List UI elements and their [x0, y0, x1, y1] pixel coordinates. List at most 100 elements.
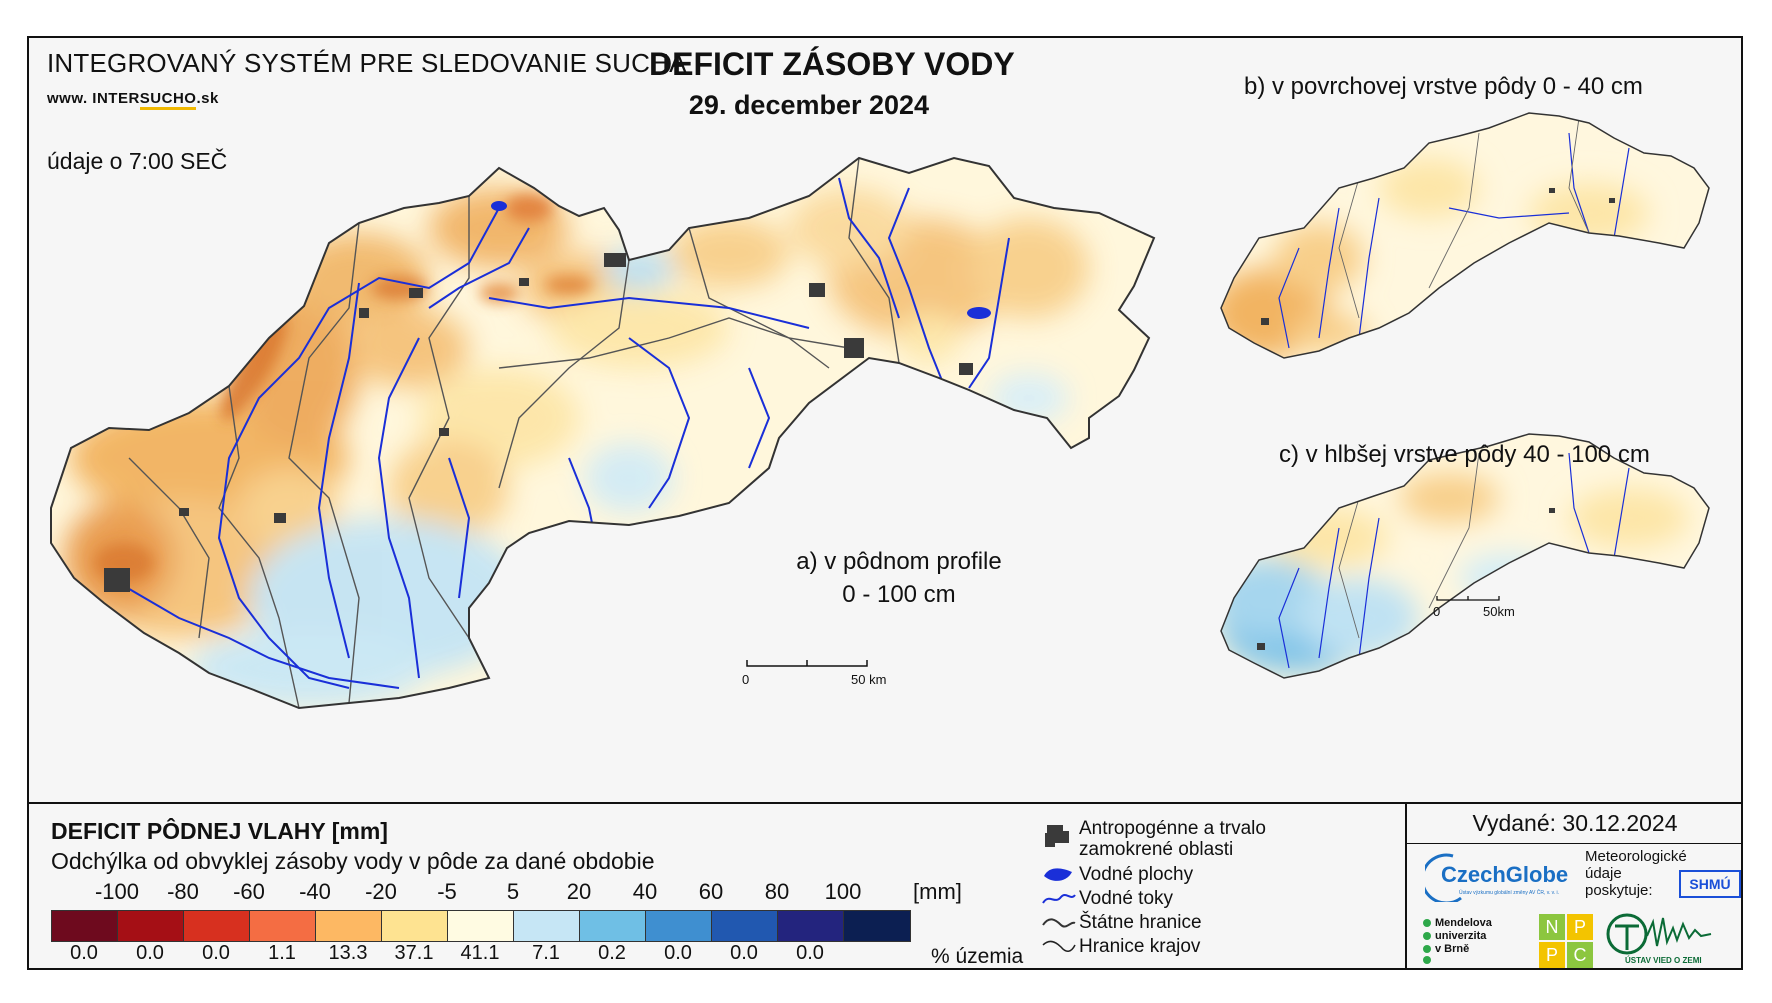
legend-percent-value: 0.0 — [664, 942, 692, 964]
legend-color-box — [646, 911, 712, 941]
map-b-label: b) v povrchovej vrstve pôdy 0 - 40 cm — [1244, 73, 1643, 100]
symbol-state-border: Štátne hranice — [1079, 912, 1202, 933]
nppc-letter-4: C — [1567, 942, 1593, 968]
legend-percent-value: 41.1 — [460, 942, 500, 964]
legend-percent-value: 7.1 — [532, 942, 560, 964]
symbol-urban-line1: Antropogénne a trvalo — [1079, 818, 1266, 839]
nppc-letter-1: N — [1539, 914, 1565, 940]
uvz-logo: ÚSTAV VIED O ZEMI — [1605, 912, 1715, 968]
meteo-line2: údaje — [1585, 865, 1622, 882]
rivers-a — [118, 177, 1010, 689]
website-underlined: SUCHO — [139, 90, 197, 110]
scalebar-main — [746, 660, 868, 667]
map-b — [1220, 112, 1710, 359]
legend-percentages: 0.0 0.0 0.0 1.1 13.3 37.1 41.1 7.1 0.2 0.0 0.0 0.0 — [51, 942, 951, 968]
legend-tick-label: 100 — [824, 879, 862, 904]
mendel-line1: Mendelova — [1435, 917, 1492, 929]
legend-tick-label: 40 — [632, 879, 658, 904]
meteo-line3: poskytuje: — [1585, 882, 1653, 899]
urban-area-icon — [1045, 825, 1069, 847]
legend-color-box — [580, 911, 646, 941]
river-icon — [1042, 894, 1076, 904]
legend-percent-value: 0.2 — [598, 942, 626, 964]
legend-color-box — [778, 911, 844, 941]
seismograph-icon — [1606, 913, 1712, 955]
uvz-name: ÚSTAV VIED O ZEMI — [1625, 956, 1702, 965]
mendel-line2: univerzita — [1435, 930, 1487, 942]
legend-subtitle: Odchýlka od obvyklej zásoby vody v pôde … — [51, 848, 655, 874]
scalebar-main-start: 0 — [742, 672, 750, 687]
legend-percent-value: 0.0 — [136, 942, 164, 964]
symbol-urban-line2: zamokrené oblasti — [1079, 839, 1234, 860]
issuance-box: Vydané: 30.12.2024 CzechGlobe Ústav výzk… — [1405, 804, 1743, 968]
region-borders-a — [128, 158, 900, 708]
percent-territory-label: % územia — [931, 945, 1024, 968]
legend-percent-value: 0.0 — [730, 942, 758, 964]
legend-tick-label: -20 — [365, 879, 397, 904]
observation-time: údaje o 7:00 SEČ — [47, 148, 228, 174]
legend-color-box — [514, 911, 580, 941]
symbol-region-border: Hranice krajov — [1079, 936, 1201, 957]
legend-color-bar — [51, 910, 911, 942]
symbol-urban-label: Antropogénne a trvalo zamokrené oblasti — [1079, 818, 1266, 860]
shmu-logo: SHMÚ — [1679, 870, 1741, 898]
symbol-water-bodies: Vodné plochy — [1079, 864, 1194, 885]
nppc-letter-3: P — [1539, 942, 1565, 968]
mendel-line3: v Brně — [1435, 943, 1470, 955]
legend-tick-label: -80 — [167, 879, 199, 904]
symbol-rivers: Vodné toky — [1079, 888, 1174, 909]
region-border-icon — [1042, 940, 1076, 952]
legend-tick-label: 60 — [698, 879, 724, 904]
legend-tick-label: -60 — [233, 879, 265, 904]
legend-percent-value: 13.3 — [328, 942, 368, 964]
legend-color-box — [118, 911, 184, 941]
map-a-label: a) v pôdnom profile 0 - 100 cm — [779, 545, 1019, 611]
legend-color-box — [316, 911, 382, 941]
legend-tick-label: 80 — [764, 879, 790, 904]
scalebar-main-end: 50 km — [851, 672, 887, 687]
scalebar-small-start: 0 — [1433, 604, 1441, 619]
map-a-label-line2: 0 - 100 cm — [842, 581, 956, 608]
scalebar-small-end: 50km — [1483, 604, 1515, 619]
legend-percent-value: 0.0 — [70, 942, 98, 964]
czechglobe-arc-icon — [1425, 853, 1462, 902]
legend-tick-label: -40 — [299, 879, 331, 904]
legend-tick-label: -100 — [94, 879, 140, 904]
legend-tick-label: 20 — [566, 879, 592, 904]
website-prefix: www. INTER — [47, 90, 140, 107]
legend-percent-value: 1.1 — [268, 942, 296, 964]
legend-color-box — [712, 911, 778, 941]
legend-tick-labels: -100 -80 -60 -40 -20 -5 5 20 40 60 80 100 — [51, 879, 951, 909]
water-body-icon — [1044, 868, 1072, 881]
legend-percent-value: 37.1 — [394, 942, 434, 964]
scalebar-small — [1436, 596, 1500, 601]
legend-color-box — [448, 911, 514, 941]
nppc-letter-2: P — [1567, 914, 1593, 940]
website-suffix: .sk — [196, 90, 219, 107]
legend-panel: DEFICIT PÔDNEJ VLAHY [mm] Odchýlka od ob… — [29, 802, 1743, 970]
legend-color-box — [250, 911, 316, 941]
czechglobe-name: CzechGlobe — [1441, 862, 1569, 887]
system-title: INTEGROVANÝ SYSTÉM PRE SLEDOVANIE SUCHA — [47, 48, 687, 78]
legend-title: DEFICIT PÔDNEJ VLAHY [mm] — [51, 818, 388, 844]
drought-maps — [50, 112, 1710, 709]
legend-tick-label: 5 — [506, 879, 520, 904]
state-border-icon — [1042, 918, 1076, 928]
map-c — [1220, 433, 1710, 679]
map-a-label-line1: a) v pôdnom profile — [796, 548, 1002, 575]
main-date: 29. december 2024 — [688, 90, 930, 120]
website-link[interactable]: www. INTERSUCHO.sk — [47, 90, 219, 110]
map-a — [50, 157, 1155, 709]
urban-areas-a — [104, 253, 973, 592]
legend-color-box — [844, 911, 910, 941]
issued-date: Vydané: 30.12.2024 — [1407, 810, 1743, 844]
legend-percent-value: 0.0 — [202, 942, 230, 964]
legend-color-box — [52, 911, 118, 941]
legend-tick-label: -5 — [437, 879, 457, 904]
legend-color-box — [184, 911, 250, 941]
meteo-line1: Meteorologické — [1585, 848, 1687, 865]
legend-percent-value: 0.0 — [796, 942, 824, 964]
mendel-university-logo: Mendelova univerzita v Brně — [1435, 917, 1492, 956]
legend-unit: [mm] — [913, 879, 962, 904]
meteo-provider-text: Meteorologické údaje poskytuje: — [1585, 848, 1687, 899]
